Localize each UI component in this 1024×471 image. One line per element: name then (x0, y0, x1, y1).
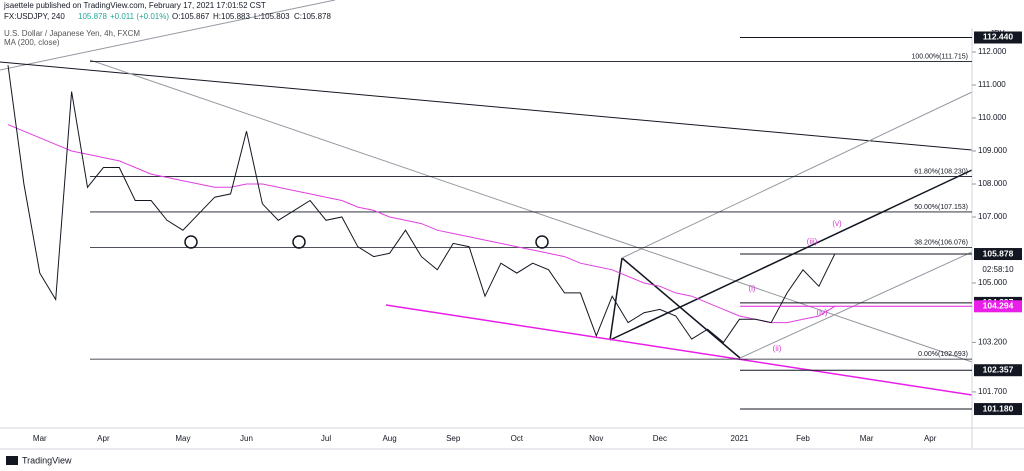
level-label: 61.80%(108.230) (914, 168, 968, 175)
price-box-label: 112.440 (983, 32, 1014, 42)
price-box (974, 31, 1022, 44)
x-tick-label: Oct (511, 434, 524, 443)
drawings (0, 0, 973, 396)
wave-label: (i) (748, 284, 755, 293)
price-box-label: 105.878 (983, 248, 1014, 258)
brand-logo (6, 456, 18, 465)
x-tick-label: Jun (240, 434, 253, 443)
chart-title: U.S. Dollar / Japanese Yen, 4h, FXCM (4, 29, 140, 38)
level-label: 50.00%(107.153) (914, 204, 968, 211)
ma-line (7, 124, 836, 324)
marker-circle (184, 235, 198, 249)
trendline (609, 257, 623, 341)
marker-circle (292, 235, 306, 249)
y-tick-label: 105.000 (978, 278, 1007, 287)
trendline (621, 91, 973, 259)
x-tick-label: Jul (321, 434, 331, 443)
x-tick-label: Sep (446, 434, 461, 443)
x-tick-label: 2021 (731, 434, 749, 443)
trendline (739, 251, 973, 359)
price-box (974, 364, 1022, 377)
level-label: 100.00%(111.715) (911, 53, 968, 60)
change: +0.011 (+0.01%) (110, 12, 169, 21)
countdown: 02:58:10 (982, 265, 1014, 274)
open: O:105.867 (172, 12, 210, 21)
y-tick-label: 107.000 (978, 212, 1007, 221)
brand: TradingView (22, 455, 72, 465)
wave-label: (iii) (807, 237, 818, 246)
x-tick-label: Feb (796, 434, 810, 443)
wave-label: (v) (832, 219, 842, 228)
wave-label: (ii) (773, 344, 782, 353)
level-label: 0.00%(102.693) (918, 351, 968, 358)
x-tick-label: Mar (33, 434, 47, 443)
y-tick-label: 101.700 (978, 387, 1007, 396)
low: L:105.803 (254, 12, 290, 21)
ma-legend: MA (200, close) (4, 38, 60, 47)
price-box-label: 104.294 (983, 301, 1014, 311)
last-price: 105.878 (78, 12, 107, 21)
trendline (0, 0, 336, 71)
x-tick-label: Nov (589, 434, 603, 443)
y-tick-label: 109.000 (978, 146, 1007, 155)
trendline (609, 169, 973, 341)
price-line (7, 65, 836, 344)
trendline (0, 61, 973, 151)
x-tick-label: Apr (97, 434, 110, 443)
high: H:105.883 (213, 12, 250, 21)
y-tick-label: 111.000 (978, 80, 1006, 89)
x-tick-label: Dec (653, 434, 667, 443)
level-label: 38.20%(106.076) (914, 239, 968, 246)
publisher: jsaettele published on TradingView.com, … (3, 1, 266, 10)
marker-circle (535, 235, 549, 249)
y-tick-label: 103.200 (978, 338, 1007, 347)
price-box (974, 300, 1022, 313)
x-tick-label: May (175, 434, 190, 443)
x-tick-label: Apr (924, 434, 937, 443)
x-tick-label: Aug (382, 434, 396, 443)
y-tick-label: 110.000 (978, 113, 1007, 122)
trendline (89, 59, 973, 363)
y-tick-label: 112.000 (978, 47, 1007, 56)
price-box (974, 403, 1022, 416)
x-tick-label: Mar (860, 434, 874, 443)
wave-label: (iv) (816, 308, 827, 317)
price-box (974, 248, 1022, 261)
y-tick-label: 108.000 (978, 179, 1007, 188)
trendline (621, 257, 741, 359)
close: C:105.878 (294, 12, 331, 21)
trendline (385, 304, 973, 396)
price-box-label: 102.357 (983, 364, 1014, 374)
symbol: FX:USDJPY, 240 (4, 12, 65, 21)
price-box-label: 101.180 (983, 403, 1014, 413)
